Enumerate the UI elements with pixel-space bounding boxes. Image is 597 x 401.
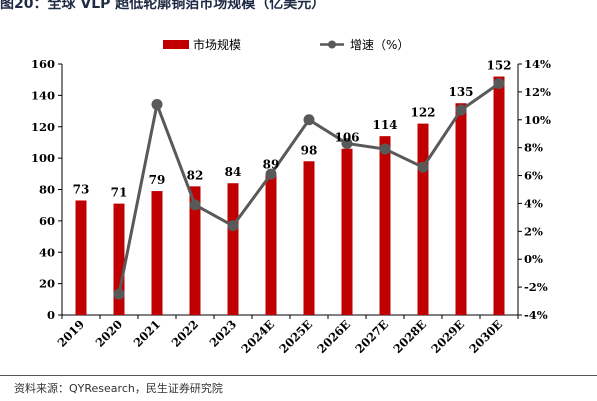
x-tick-label: 2021 bbox=[131, 317, 164, 350]
y-right-tick-label: 4% bbox=[524, 196, 543, 210]
y-right-tick-label: 8% bbox=[524, 141, 543, 155]
growth-point bbox=[227, 220, 239, 232]
x-tick-label: 2025E bbox=[276, 317, 315, 356]
y-left-tick-label: 40 bbox=[39, 245, 55, 259]
legend-bar-swatch bbox=[163, 40, 189, 49]
x-tick-label: 2027E bbox=[352, 317, 391, 356]
bar-value-label: 122 bbox=[410, 106, 435, 120]
bar-value-label: 89 bbox=[263, 157, 280, 171]
growth-point bbox=[417, 161, 429, 173]
y-left-tick-label: 20 bbox=[39, 277, 55, 291]
bar-value-label: 79 bbox=[149, 173, 166, 187]
y-left-tick-label: 60 bbox=[39, 214, 55, 228]
y-left-tick-label: 0 bbox=[47, 308, 55, 322]
x-tick-label: 2030E bbox=[466, 317, 505, 356]
bar-value-label: 84 bbox=[225, 165, 242, 179]
y-right-tick-label: 10% bbox=[524, 113, 551, 127]
bar-value-label: 152 bbox=[486, 59, 511, 73]
bar-value-label: 114 bbox=[372, 118, 397, 132]
bar bbox=[151, 191, 163, 315]
growth-point bbox=[455, 104, 467, 116]
x-tick-label: 2024E bbox=[238, 317, 277, 356]
growth-point bbox=[113, 288, 125, 300]
chart-title: 图20：全球 VLP 超低轮廓铜箔市场规模（亿美元） bbox=[0, 0, 326, 12]
y-right-tick-label: 12% bbox=[524, 85, 551, 99]
y-right-tick-label: -4% bbox=[524, 308, 548, 322]
bar bbox=[113, 203, 125, 315]
x-tick-label: 2029E bbox=[428, 317, 467, 356]
bar bbox=[227, 183, 239, 315]
data-labels: 73 71 79 82 84 89 98 106 114 122 135 152 bbox=[73, 59, 512, 200]
bar bbox=[341, 148, 353, 315]
bar-value-label: 135 bbox=[448, 85, 473, 99]
x-tick-label: 2026E bbox=[314, 317, 353, 356]
bar-value-label: 98 bbox=[301, 143, 318, 157]
x-tick-label: 2019 bbox=[55, 317, 88, 350]
bar bbox=[455, 103, 467, 315]
growth-line bbox=[113, 78, 505, 300]
bar bbox=[189, 186, 201, 315]
legend-line-marker bbox=[328, 40, 336, 49]
x-tick-label: 2028E bbox=[390, 317, 429, 356]
growth-point bbox=[341, 137, 353, 149]
y-left-tick-label: 160 bbox=[31, 57, 55, 71]
y-right-tick-label: -2% bbox=[524, 280, 548, 294]
y-right-tick-label: 14% bbox=[524, 57, 551, 71]
bar bbox=[417, 123, 429, 315]
bars bbox=[75, 76, 505, 315]
y-left-tick-label: 80 bbox=[39, 183, 55, 197]
y-left-tick-label: 140 bbox=[31, 88, 55, 102]
y-right-tick-label: 6% bbox=[524, 169, 543, 183]
y-left-tick-label: 120 bbox=[31, 120, 55, 134]
bar-value-label: 106 bbox=[334, 131, 359, 145]
source-note: 资料来源：QYResearch，民生证券研究院 bbox=[14, 382, 223, 395]
y-left-tick-label: 100 bbox=[31, 151, 55, 165]
growth-point bbox=[189, 199, 201, 211]
growth-point bbox=[493, 78, 505, 90]
growth-point bbox=[151, 98, 163, 110]
x-tick-label: 2020 bbox=[93, 317, 126, 350]
bar-value-label: 82 bbox=[187, 168, 204, 182]
legend-label-line: 增速（%） bbox=[350, 38, 409, 52]
growth-point bbox=[303, 114, 315, 126]
y-right-tick-label: 2% bbox=[524, 224, 543, 238]
growth-point bbox=[265, 168, 277, 180]
bar bbox=[493, 76, 505, 315]
bar bbox=[75, 200, 87, 315]
y-right-tick-label: 0% bbox=[524, 252, 543, 266]
bar-value-label: 73 bbox=[73, 182, 90, 196]
legend: 市场规模 增速（%） bbox=[163, 37, 409, 52]
bar bbox=[379, 136, 391, 315]
x-tick-label: 2023 bbox=[207, 317, 240, 350]
legend-label-bars: 市场规模 bbox=[193, 37, 241, 52]
divider bbox=[0, 375, 597, 376]
x-tick-label: 2022 bbox=[169, 317, 202, 350]
bar bbox=[265, 175, 277, 315]
growth-point bbox=[379, 143, 391, 155]
bar-value-label: 71 bbox=[111, 186, 128, 200]
bar bbox=[303, 161, 315, 315]
